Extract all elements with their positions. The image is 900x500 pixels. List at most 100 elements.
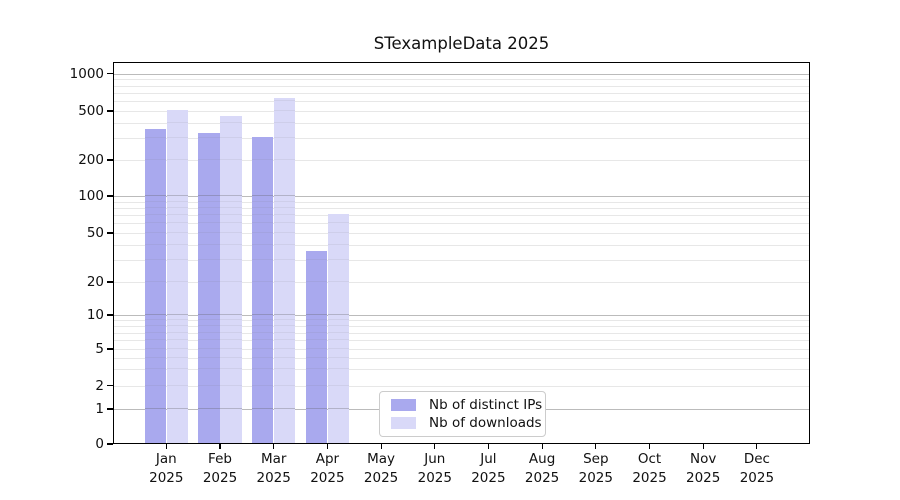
- grid-through-bar: [220, 214, 242, 215]
- x-tick-month: May: [367, 451, 396, 467]
- grid-minor-line-20: [114, 282, 809, 283]
- grid-through-bar: [273, 122, 296, 123]
- grid-through-bar: [305, 339, 328, 341]
- grid-through-bar: [166, 214, 188, 216]
- grid-through-bar: [166, 325, 188, 326]
- grid-through-bar: [327, 259, 349, 261]
- x-tick-mark: [648, 444, 651, 449]
- grid-through-bar: [198, 195, 220, 196]
- y-tick-label-10: 10: [86, 307, 104, 323]
- grid-through-bar: [198, 356, 220, 358]
- x-tick-year: 2025: [310, 470, 345, 486]
- grid-through-bar: [327, 384, 349, 386]
- grid-through-bar: [327, 331, 349, 333]
- grid-through-bar: [273, 314, 296, 315]
- grid-through-bar: [273, 408, 296, 409]
- y-tick-mark: [107, 408, 113, 410]
- grid-through-bar: [305, 408, 328, 409]
- grid-through-bar: [220, 200, 242, 202]
- grid-through-bar: [327, 324, 349, 326]
- grid-through-bar: [252, 356, 274, 358]
- grid-through-bar: [144, 195, 167, 196]
- grid-through-bar: [327, 348, 349, 349]
- x-tick-month: Sep: [583, 451, 609, 467]
- grid-through-bar: [198, 243, 220, 245]
- grid-through-bar: [252, 281, 274, 282]
- grid-through-bar: [327, 339, 349, 340]
- y-tick-mark: [107, 314, 113, 316]
- grid-through-bar: [220, 384, 242, 386]
- grid-through-bar: [327, 408, 349, 409]
- x-tick-year: 2025: [578, 470, 613, 486]
- grid-through-bar: [252, 319, 274, 321]
- x-tick-label-dec: Dec 2025: [726, 450, 788, 488]
- grid-through-bar: [144, 384, 167, 386]
- grid-through-bar: [327, 281, 349, 282]
- grid-minor-line-5: [114, 349, 809, 350]
- grid-through-bar: [144, 232, 167, 233]
- grid-through-bar: [198, 159, 220, 160]
- grid-minor-line-90: [114, 201, 809, 203]
- grid-through-bar: [220, 195, 242, 196]
- grid-through-bar: [220, 121, 242, 123]
- grid-through-bar: [166, 281, 188, 282]
- grid-through-bar: [220, 408, 242, 409]
- bar-downloads-apr: [327, 214, 349, 443]
- grid-minor-line-70: [114, 215, 809, 216]
- grid-minor-line-8: [114, 325, 809, 327]
- grid-through-bar: [273, 356, 296, 358]
- x-tick-year: 2025: [524, 470, 560, 486]
- grid-minor-line-80: [114, 207, 809, 209]
- grid-minor-line-800: [114, 85, 809, 87]
- legend-label-distinct-ips: Nb of distinct IPs: [429, 396, 543, 413]
- grid-through-bar: [220, 281, 242, 282]
- grid-through-bar: [220, 232, 242, 233]
- grid-through-bar: [252, 408, 274, 409]
- grid-through-bar: [166, 200, 188, 202]
- y-tick-mark: [107, 232, 113, 234]
- grid-through-bar: [327, 232, 349, 233]
- grid-through-bar: [166, 384, 188, 386]
- grid-through-bar: [198, 137, 220, 139]
- grid-through-bar: [198, 314, 220, 315]
- grid-through-bar: [166, 408, 188, 409]
- grid-through-bar: [220, 339, 242, 340]
- grid-through-bar: [198, 408, 220, 409]
- grid-through-bar: [166, 244, 188, 245]
- grid-through-bar: [327, 222, 349, 224]
- grid-minor-line-3: [114, 369, 809, 371]
- grid-through-bar: [166, 159, 188, 160]
- x-tick-label-apr: Apr 2025: [296, 450, 358, 488]
- grid-through-bar: [198, 331, 220, 333]
- grid-through-bar: [198, 384, 220, 386]
- grid-through-bar: [198, 206, 220, 208]
- grid-through-bar: [327, 243, 349, 245]
- grid-through-bar: [273, 214, 296, 216]
- grid-through-bar: [273, 348, 296, 349]
- grid-through-bar: [198, 222, 220, 224]
- grid-through-bar: [273, 222, 296, 224]
- grid-through-bar: [252, 159, 274, 160]
- grid-through-bar: [144, 206, 167, 208]
- grid-through-bar: [273, 159, 296, 160]
- legend-item-downloads: Nb of downloads: [386, 415, 542, 431]
- x-tick-month: Dec: [743, 451, 770, 467]
- grid-through-bar: [144, 319, 167, 321]
- bar-distinct-ips-feb: [198, 133, 220, 443]
- plot-area: [113, 62, 810, 444]
- grid-through-bar: [273, 368, 296, 370]
- grid-through-bar: [166, 122, 188, 123]
- x-tick-mark: [326, 444, 328, 449]
- grid-through-bar: [198, 259, 220, 261]
- y-tick-label-1: 1: [95, 401, 104, 417]
- x-tick-month: Nov: [690, 451, 717, 467]
- grid-through-bar: [273, 206, 296, 208]
- grid-through-bar: [305, 314, 328, 315]
- grid-through-bar: [305, 384, 328, 386]
- y-tick-label-50: 50: [86, 225, 104, 241]
- x-tick-mark: [380, 444, 382, 449]
- x-tick-label-oct: Oct 2025: [619, 450, 681, 488]
- x-tick-year: 2025: [417, 470, 452, 486]
- grid-through-bar: [144, 214, 167, 216]
- grid-minor-line-500: [114, 111, 809, 112]
